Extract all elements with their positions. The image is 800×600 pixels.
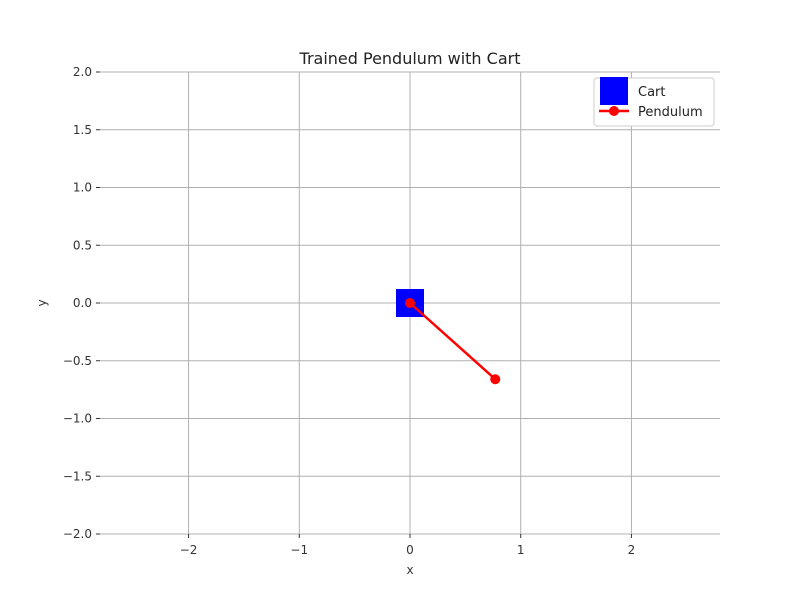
pendulum-line [409,302,497,381]
x-tick-label: 1 [517,543,525,557]
legend-cart-swatch [600,77,628,105]
y-tick-label: 0.0 [73,296,92,310]
x-tick-label: 2 [628,543,636,557]
plot-area [396,289,501,385]
y-tick-label: −1.0 [63,412,92,426]
y-tick-label: 0.5 [73,238,92,252]
x-axis-label: x [406,563,413,577]
y-tick-label: −0.5 [63,354,92,368]
pendulum-point [490,374,501,385]
legend: Cart Pendulum [593,77,715,127]
y-tick-label: 1.5 [73,123,92,137]
x-tick-label: 0 [406,543,414,557]
pendulum-point [405,298,415,308]
x-tick-label: −2 [180,543,198,557]
chart-title: Trained Pendulum with Cart [299,49,521,68]
y-tick-label: 1.0 [73,181,92,195]
y-tick-label: 2.0 [73,65,92,79]
x-tick-label: −1 [290,543,308,557]
y-tick-label: −2.0 [63,527,92,541]
y-tick-label: −1.5 [63,469,92,483]
legend-cart-label: Cart [638,85,666,100]
axes: −2 −1 0 1 2 2.0 1.5 1.0 0.5 0.0 −0.5 −1.0 −1.5 −2.0 [63,65,635,557]
y-axis-label: y [35,299,49,306]
legend-pendulum-label: Pendulum [638,105,703,120]
legend-pendulum-marker [609,106,619,116]
